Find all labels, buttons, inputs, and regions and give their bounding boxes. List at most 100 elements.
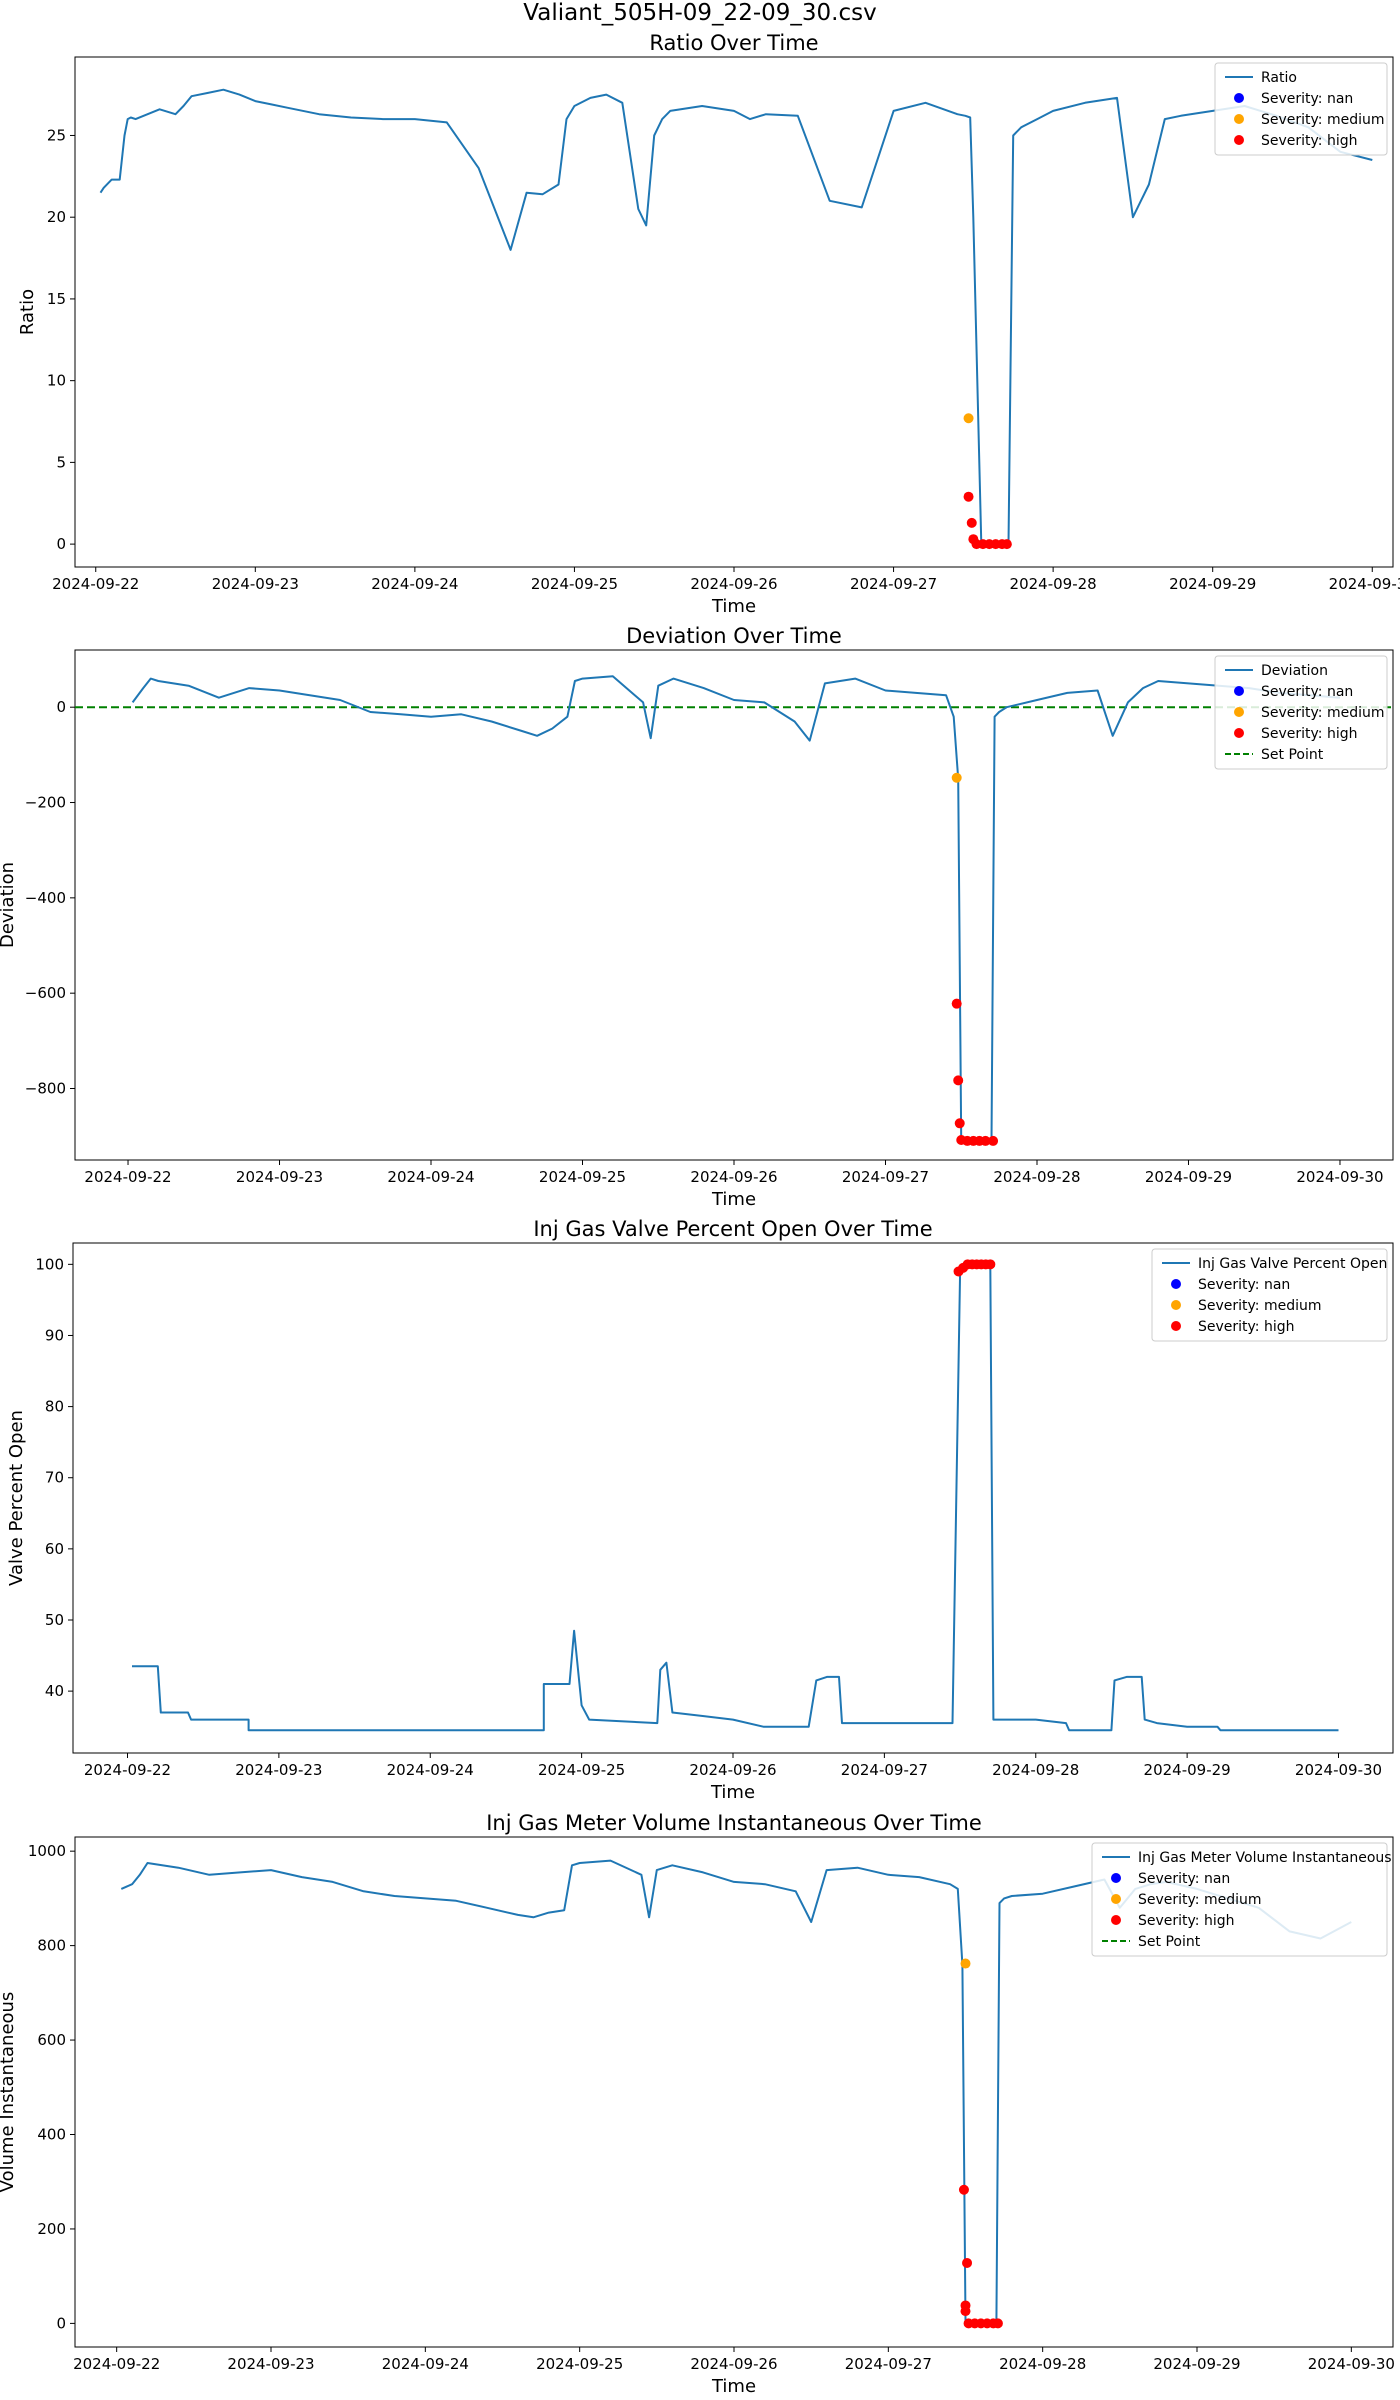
legend-label: Inj Gas Valve Percent Open — [1198, 1256, 1387, 1272]
x-tick-label: 2024-09-24 — [382, 2355, 469, 2373]
figure-title: Valiant_505H-09_22-09_30.csv — [523, 0, 877, 26]
x-tick-label: 2024-09-22 — [84, 1761, 171, 1779]
x-tick-label: 2024-09-30 — [1329, 575, 1400, 593]
x-tick-label: 2024-09-30 — [1295, 1761, 1382, 1779]
chart-1: Ratio Over Time 2024-09-22 2024-09-23 2024-… — [17, 31, 1400, 617]
legend-label: Severity: high — [1198, 1319, 1295, 1335]
legend-dot-high — [1111, 1915, 1121, 1925]
legend-dot-medium — [1234, 114, 1244, 124]
chart-title: Inj Gas Meter Volume Instantaneous Over … — [486, 1811, 982, 1835]
plot-area — [99, 88, 1373, 550]
severity-point-high — [960, 2306, 971, 2317]
y-axis-title: Ratio — [17, 289, 38, 335]
legend: Inj Gas Valve Percent Open Severity: nan S… — [1151, 1248, 1388, 1342]
legend-label: Set Point — [1261, 747, 1324, 763]
x-tick-label: 2024-09-23 — [212, 575, 299, 593]
y-tick-label: 60 — [45, 1540, 64, 1558]
legend-box — [1091, 1842, 1388, 1957]
legend-label: Severity: nan — [1261, 91, 1353, 107]
x-tick-label: 2024-09-26 — [690, 1168, 777, 1186]
severity-point-high — [988, 1135, 999, 1146]
x-axis-title: Time — [711, 596, 756, 617]
legend-label: Set Point — [1138, 1934, 1201, 1950]
chart-3: Inj Gas Valve Percent Open Over Time 2024… — [6, 1217, 1394, 1803]
y-axis-title: Valve Percent Open — [6, 1410, 27, 1586]
series-line — [131, 675, 1341, 1142]
x-axis-title: Time — [711, 1189, 756, 1210]
legend-dot-nan — [1171, 1279, 1181, 1289]
plot-area — [75, 675, 1393, 1146]
legend-box — [1151, 1248, 1388, 1342]
x-axis-title: Time — [710, 1782, 755, 1803]
chart-2: Deviation Over Time 2024-09-22 2024-09-23 2… — [0, 624, 1394, 1210]
y-tick-label: 50 — [45, 1611, 64, 1629]
legend-label: Deviation — [1261, 663, 1328, 679]
legend-label: Severity: nan — [1261, 684, 1353, 700]
severity-point-medium — [960, 1958, 971, 1969]
x-tick-label: 2024-09-25 — [531, 575, 618, 593]
legend: Inj Gas Meter Volume Instantaneous Severi… — [1091, 1842, 1392, 1957]
severity-point-high — [985, 1259, 996, 1270]
legend-dot-nan — [1234, 93, 1244, 103]
y-tick-label: 10 — [47, 372, 66, 390]
legend-dot-high — [1171, 1321, 1181, 1331]
legend-dot-high — [1234, 135, 1244, 145]
x-tick-label: 2024-09-27 — [842, 1168, 929, 1186]
axes-frame — [74, 56, 1394, 568]
y-axis-title: Volume Instantaneous — [0, 1992, 18, 2193]
legend-dot-nan — [1234, 686, 1244, 696]
legend-label: Severity: high — [1138, 1913, 1235, 1929]
x-tick-label: 2024-09-22 — [52, 575, 139, 593]
axes-frame — [74, 649, 1394, 1161]
legend-box — [1214, 62, 1388, 156]
y-tick-label: −800 — [25, 1080, 66, 1098]
severity-point-medium — [963, 413, 974, 424]
x-tick-label: 2024-09-27 — [845, 2355, 932, 2373]
x-tick-label: 2024-09-24 — [371, 575, 458, 593]
severity-point-high — [992, 2318, 1003, 2329]
severity-point-high — [966, 517, 977, 528]
x-tick-label: 2024-09-29 — [1145, 1168, 1232, 1186]
x-tick-label: 2024-09-25 — [539, 1168, 626, 1186]
y-tick-label: 25 — [47, 126, 66, 144]
y-tick-label: 100 — [35, 1255, 64, 1273]
x-tick-label: 2024-09-24 — [387, 1168, 474, 1186]
x-axis-title: Time — [711, 2376, 756, 2397]
y-tick-label: 15 — [47, 290, 66, 308]
legend-label: Severity: medium — [1261, 705, 1385, 721]
y-axis-title: Deviation — [0, 862, 18, 948]
legend: Ratio Severity: nan Severity: medium Severi… — [1214, 62, 1388, 156]
y-tick-label: −400 — [25, 889, 66, 907]
x-tick-label: 2024-09-26 — [689, 1761, 776, 1779]
y-tick-label: 200 — [37, 2220, 66, 2238]
x-tick-label: 2024-09-22 — [84, 1168, 171, 1186]
legend-dot-medium — [1111, 1894, 1121, 1904]
severity-point-medium — [951, 772, 962, 783]
legend-dot-high — [1234, 728, 1244, 738]
chart-title: Ratio Over Time — [649, 31, 818, 55]
chart-title: Deviation Over Time — [626, 624, 842, 648]
y-tick-label: 0 — [56, 698, 66, 716]
chart-title: Inj Gas Valve Percent Open Over Time — [533, 1217, 932, 1241]
legend-dot-nan — [1111, 1873, 1121, 1883]
legend-label: Severity: high — [1261, 133, 1358, 149]
x-tick-label: 2024-09-29 — [1169, 575, 1256, 593]
x-tick-label: 2024-09-23 — [236, 1168, 323, 1186]
severity-point-high — [962, 2257, 973, 2268]
x-tick-label: 2024-09-27 — [841, 1761, 928, 1779]
chart-4: Inj Gas Meter Volume Instantaneous Over … — [0, 1811, 1395, 2397]
x-tick-label: 2024-09-28 — [999, 2355, 1086, 2373]
x-tick-label: 2024-09-22 — [73, 2355, 160, 2373]
severity-point-high — [951, 998, 962, 1009]
y-tick-label: 40 — [45, 1682, 64, 1700]
severity-point-high — [954, 1118, 965, 1129]
legend-label: Severity: nan — [1198, 1277, 1290, 1293]
legend-dot-medium — [1234, 707, 1244, 717]
x-tick-label: 2024-09-23 — [235, 1761, 322, 1779]
x-tick-label: 2024-09-28 — [1010, 575, 1097, 593]
x-tick-label: 2024-09-30 — [1296, 1168, 1383, 1186]
legend: Deviation Severity: nan Severity: medium Se… — [1214, 655, 1388, 770]
severity-point-high — [958, 2184, 969, 2195]
